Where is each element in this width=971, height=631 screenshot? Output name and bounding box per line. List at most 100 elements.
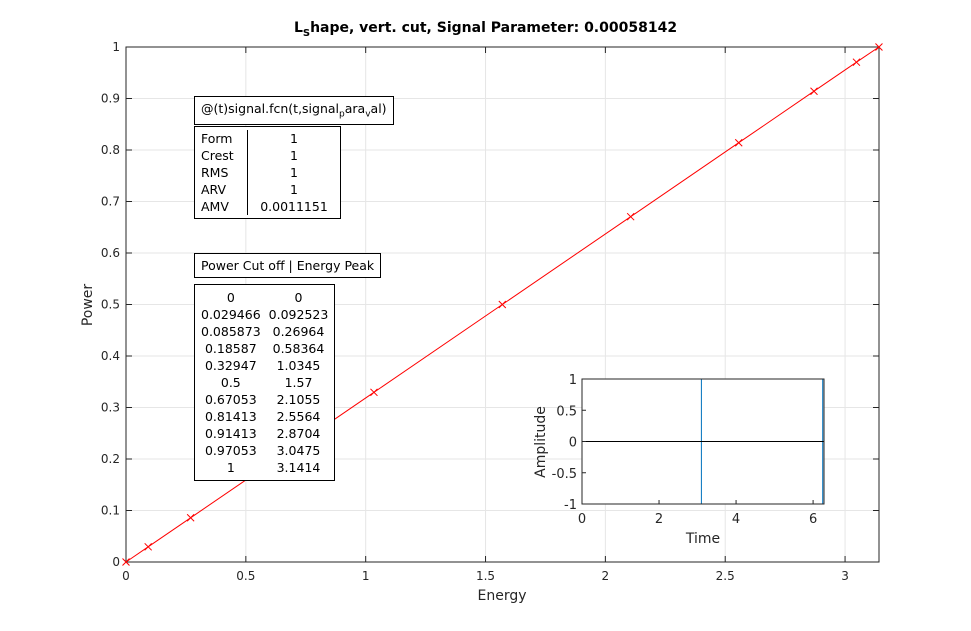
signal-stats-table: Form 1 Crest 1 RMS 1 ARV 1 AMV 0.0011151 bbox=[195, 130, 340, 215]
data-point-marker bbox=[370, 388, 378, 397]
energy-peak-cell: 2.8704 bbox=[276, 426, 321, 441]
y-tick-label: 1 bbox=[112, 40, 120, 54]
energy-peak-cell: 3.1414 bbox=[276, 460, 321, 475]
y-axis-label: Power bbox=[80, 284, 96, 327]
stats-row: ARV 1 bbox=[195, 181, 340, 198]
x-tick-label: 0 bbox=[122, 569, 130, 583]
y-tick-label: 0.1 bbox=[101, 504, 120, 518]
power-cutoff-cell: 0.81413 bbox=[204, 409, 257, 424]
power-cutoff-cell: 0.67053 bbox=[204, 392, 257, 407]
inset-y-tick-label: 0.5 bbox=[556, 404, 577, 419]
stats-row: RMS 1 bbox=[195, 164, 340, 181]
y-tick-label: 0.7 bbox=[101, 195, 120, 209]
stats-key: AMV bbox=[195, 198, 248, 215]
stats-row: Form 1 bbox=[195, 130, 340, 147]
x-tick-label: 1.5 bbox=[476, 569, 495, 583]
y-tick-label: 0.9 bbox=[101, 92, 120, 106]
power-energy-row: 0.029466 0.092523 bbox=[197, 306, 332, 323]
power-energy-row: 0.81413 2.5564 bbox=[197, 408, 332, 425]
stats-value: 0.0011151 bbox=[260, 199, 328, 214]
stats-value: 1 bbox=[290, 131, 298, 146]
power-cutoff-cell: 0.085873 bbox=[201, 324, 261, 339]
inset-ticks: 0 2 4 6 -1 -0.5 0 0.5 1 bbox=[552, 373, 818, 527]
energy-peak-cell: 3.0475 bbox=[276, 443, 321, 458]
inset-x-axis-label: Time bbox=[685, 531, 720, 547]
x-tick-label: 2 bbox=[602, 569, 610, 583]
stats-value: 1 bbox=[290, 182, 298, 197]
chart-title: LShape, vert. cut, Signal Parameter: 0.0… bbox=[293, 20, 678, 39]
power-energy-row: 1 3.1414 bbox=[197, 459, 332, 476]
data-point-marker bbox=[122, 558, 130, 566]
y-tick-label: 0.3 bbox=[101, 401, 120, 415]
energy-peak-cell: 0.58364 bbox=[272, 341, 325, 356]
y-tick-label: 0 bbox=[112, 555, 120, 569]
x-tick-label: 2.5 bbox=[716, 569, 735, 583]
power-energy-row: 0.97053 3.0475 bbox=[197, 442, 332, 459]
y-tick-label: 0.6 bbox=[101, 246, 120, 260]
stats-key: Crest bbox=[195, 147, 248, 164]
stats-row: Crest 1 bbox=[195, 147, 340, 164]
inset-y-tick-label: -1 bbox=[564, 498, 577, 513]
energy-peak-cell: 2.5564 bbox=[276, 409, 321, 424]
power-energy-row: 0.32947 1.0345 bbox=[197, 357, 332, 374]
data-point-marker bbox=[186, 513, 195, 522]
y-tick-label: 0.2 bbox=[101, 452, 120, 466]
inset-y-tick-label: 0 bbox=[569, 436, 577, 451]
y-tick-label: 0.4 bbox=[101, 349, 120, 363]
inset-y-tick-label: -0.5 bbox=[552, 467, 577, 482]
signal-stats-box: Form 1 Crest 1 RMS 1 ARV 1 AMV 0.0011151 bbox=[194, 126, 341, 219]
data-point-marker bbox=[144, 542, 153, 551]
signal-function-box: @(t)signal.fcn(t,signalparaval) bbox=[194, 96, 394, 125]
power-energy-row: 0.67053 2.1055 bbox=[197, 391, 332, 408]
power-energy-table-box: 0 0 0.029466 0.092523 0.085873 0.26964 0.18587… bbox=[194, 284, 336, 481]
energy-peak-cell: 1.0345 bbox=[276, 358, 321, 373]
stats-key: ARV bbox=[195, 181, 248, 198]
power-cutoff-cell: 0.5 bbox=[220, 375, 241, 390]
inset-x-tick-label: 4 bbox=[732, 512, 740, 527]
power-energy-row: 0.18587 0.58364 bbox=[197, 340, 332, 357]
y-tick-label: 0.8 bbox=[101, 143, 120, 157]
power-energy-header-box: Power Cut off | Energy Peak bbox=[194, 253, 382, 278]
main-series bbox=[122, 43, 883, 566]
power-cutoff-cell: 1 bbox=[226, 460, 235, 475]
stats-value: 1 bbox=[290, 165, 298, 180]
power-cutoff-cell: 0.029466 bbox=[201, 307, 261, 322]
power-energy-table: 0 0 0.029466 0.092523 0.085873 0.26964 0.18587… bbox=[197, 289, 332, 476]
energy-peak-cell: 0 bbox=[294, 290, 303, 305]
stats-value: 1 bbox=[290, 148, 298, 163]
inset-x-tick-label: 6 bbox=[809, 512, 817, 527]
power-cutoff-cell: 0.91413 bbox=[204, 426, 257, 441]
inset-y-tick-label: 1 bbox=[569, 373, 577, 388]
inset-y-axis-label: Amplitude bbox=[533, 406, 549, 478]
power-cutoff-cell: 0.32947 bbox=[204, 358, 257, 373]
data-point-marker bbox=[875, 43, 883, 51]
data-point-marker bbox=[498, 300, 507, 309]
x-axis-label: Energy bbox=[477, 588, 526, 604]
power-energy-row: 0.5 1.57 bbox=[197, 374, 332, 391]
power-cutoff-cell: 0 bbox=[226, 290, 235, 305]
energy-peak-cell: 2.1055 bbox=[276, 392, 321, 407]
energy-peak-cell: 0.092523 bbox=[268, 307, 329, 322]
power-energy-row: 0.085873 0.26964 bbox=[197, 323, 332, 340]
x-tick-label: 3 bbox=[841, 569, 849, 583]
stats-key: RMS bbox=[195, 164, 248, 181]
x-tick-label: 0.5 bbox=[236, 569, 255, 583]
power-energy-row: 0.91413 2.8704 bbox=[197, 425, 332, 442]
x-tick-label: 1 bbox=[362, 569, 370, 583]
power-cutoff-cell: 0.18587 bbox=[204, 341, 257, 356]
main-ticks: 0 0.5 1 1.5 2 2.5 3 0 0.1 0.2 0.3 0.4 0.5 0.6 0.7 0.8 0.… bbox=[101, 40, 879, 583]
data-point-marker bbox=[810, 87, 818, 96]
y-tick-label: 0.5 bbox=[101, 298, 120, 312]
data-point-marker bbox=[734, 138, 743, 147]
stats-key: Form bbox=[195, 130, 248, 147]
data-point-marker bbox=[852, 58, 861, 67]
inset-x-tick-label: 0 bbox=[578, 512, 586, 527]
energy-peak-cell: 1.57 bbox=[284, 375, 313, 390]
data-point-marker bbox=[626, 212, 635, 221]
stats-row: AMV 0.0011151 bbox=[195, 198, 340, 215]
inset-x-tick-label: 2 bbox=[655, 512, 663, 527]
power-cutoff-cell: 0.97053 bbox=[204, 443, 257, 458]
energy-peak-cell: 0.26964 bbox=[272, 324, 325, 339]
